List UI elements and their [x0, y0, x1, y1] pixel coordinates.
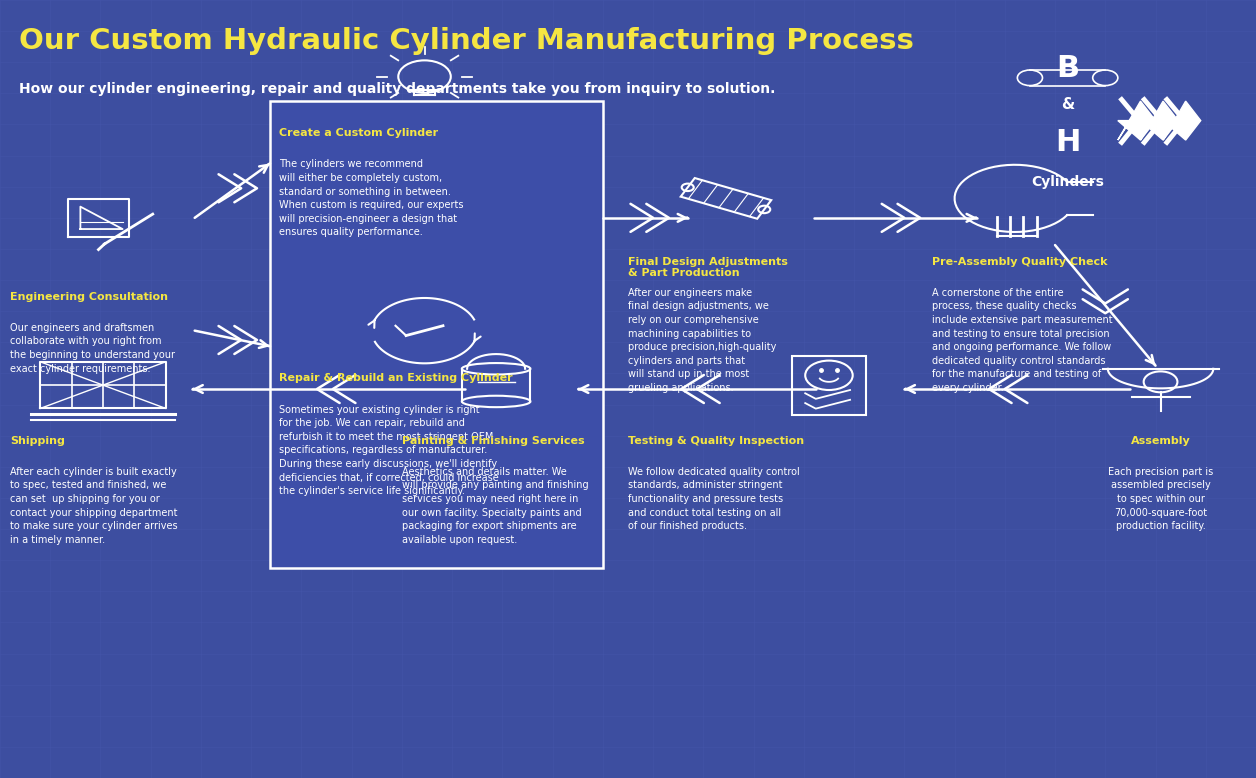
Text: Shipping: Shipping [10, 436, 65, 446]
Text: Assembly: Assembly [1130, 436, 1191, 446]
Text: Each precision part is
assembled precisely
to spec within our
70,000-square-foot: Each precision part is assembled precise… [1108, 467, 1213, 531]
Text: Create a Custom Cylinder: Create a Custom Cylinder [279, 128, 438, 138]
Text: The cylinders we recommend
will either be completely custom,
standard or somethi: The cylinders we recommend will either b… [279, 159, 463, 237]
Text: Our engineers and draftsmen
collaborate with you right from
the beginning to und: Our engineers and draftsmen collaborate … [10, 323, 175, 373]
Text: Our Custom Hydraulic Cylinder Manufacturing Process: Our Custom Hydraulic Cylinder Manufactur… [19, 27, 913, 55]
Text: Engineering Consultation: Engineering Consultation [10, 292, 168, 302]
Text: Painting & Finishing Services: Painting & Finishing Services [402, 436, 584, 446]
Text: Aesthetics and details matter. We
will provide any painting and finishing
servic: Aesthetics and details matter. We will p… [402, 467, 589, 545]
Text: &: & [1061, 97, 1074, 112]
Text: Final Design Adjustments
& Part Production: Final Design Adjustments & Part Producti… [628, 257, 788, 279]
Text: After our engineers make
final design adjustments, we
rely on our comprehensive
: After our engineers make final design ad… [628, 288, 776, 393]
Text: A cornerstone of the entire
process, these quality checks
include extensive part: A cornerstone of the entire process, the… [932, 288, 1113, 393]
Text: Pre-Assembly Quality Check: Pre-Assembly Quality Check [932, 257, 1108, 267]
Text: Cylinders: Cylinders [1031, 175, 1104, 189]
Polygon shape [1118, 101, 1156, 140]
Bar [270, 101, 603, 568]
Text: Sometimes your existing cylinder is right
for the job. We can repair, rebuild an: Sometimes your existing cylinder is righ… [279, 405, 499, 496]
Text: H: H [1055, 128, 1080, 157]
Bar [793, 356, 865, 415]
Text: How our cylinder engineering, repair and quality departments take you from inqui: How our cylinder engineering, repair and… [19, 82, 775, 96]
Text: Repair & Rebuild an Existing Cylinder: Repair & Rebuild an Existing Cylinder [279, 373, 512, 384]
Text: B: B [1056, 54, 1079, 83]
Text: After each cylinder is built exactly
to spec, tested and finished, we
can set  u: After each cylinder is built exactly to … [10, 467, 177, 545]
Text: We follow dedicated quality control
standards, administer stringent
functionalit: We follow dedicated quality control stan… [628, 467, 800, 531]
Polygon shape [1140, 101, 1178, 140]
Text: Testing & Quality Inspection: Testing & Quality Inspection [628, 436, 804, 446]
Polygon shape [1163, 101, 1201, 140]
